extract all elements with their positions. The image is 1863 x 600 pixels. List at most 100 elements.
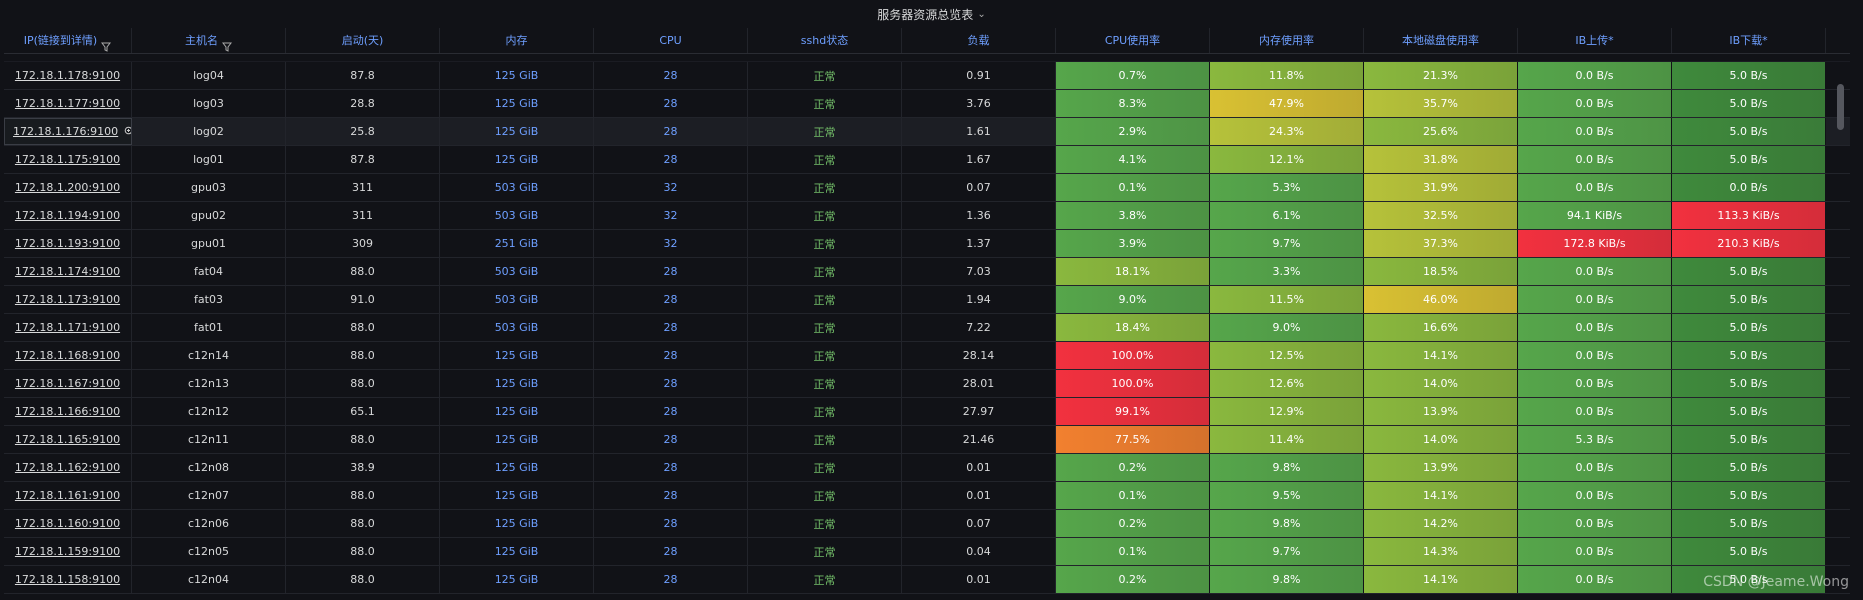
ip-link[interactable]: 172.18.1.193:9100 [14,237,121,250]
column-header-disk-usage[interactable]: 本地磁盘使用率 [1364,28,1518,53]
cell-value: 311 [352,209,373,222]
cell-value: 125 GiB [494,97,539,110]
column-header-memory[interactable]: 内存 [440,28,594,53]
cell-ib-upload: 0.0 B/s [1518,118,1672,145]
cell-disk-usage: 13.9% [1364,454,1518,481]
cell-ib-upload: 0.0 B/s [1518,510,1672,537]
cell-ip[interactable]: 172.18.1.175:9100 [4,146,132,173]
cell-mem-usage: 9.8% [1210,566,1364,593]
column-header-ib-download[interactable]: IB下载* [1672,28,1826,53]
ip-link[interactable]: 172.18.1.161:9100 [14,489,121,502]
table-row: 172.18.1.160:9100 c12n06 88.0 125 GiB 28 正常 0.… [4,510,1850,538]
ip-link[interactable]: 172.18.1.177:9100 [14,97,121,110]
cell-ip[interactable]: 172.18.1.168:9100 [4,342,132,369]
cell-load: 28.14 [902,342,1056,369]
cell-load: 7.22 [902,314,1056,341]
column-header-load[interactable]: 负载 [902,28,1056,53]
ip-link[interactable]: 172.18.1.178:9100 [14,69,121,82]
cell-ib-upload: 0.0 B/s [1518,90,1672,117]
filter-icon[interactable] [101,36,112,52]
vertical-scrollbar[interactable] [1837,84,1844,130]
cell-value: 正常 [813,489,836,503]
column-header-cpu-usage[interactable]: CPU使用率 [1056,28,1210,53]
cell-hostname: c12n04 [132,566,286,593]
column-header-label: IB下载* [1729,34,1768,47]
cell-ip[interactable]: 172.18.1.159:9100 [4,538,132,565]
cell-value: 0.91 [966,69,991,82]
cell-ip[interactable]: 172.18.1.165:9100 [4,426,132,453]
ip-link[interactable]: 172.18.1.168:9100 [14,349,121,362]
cell-ib-upload: 0.0 B/s [1518,62,1672,89]
cell-ip[interactable]: 172.18.1.162:9100 [4,454,132,481]
ip-link[interactable]: 172.18.1.176:9100 [13,125,119,138]
cell-ip[interactable]: 172.18.1.178:9100 [4,62,132,89]
column-header-uptime[interactable]: 启动(天) [286,28,440,53]
column-header-mem-usage[interactable]: 内存使用率 [1210,28,1364,53]
table-row: 172.18.1.159:9100 c12n05 88.0 125 GiB 28 正常 0.… [4,538,1850,566]
zoom-in-icon[interactable] [124,126,131,137]
column-header-hostname[interactable]: 主机名 [132,28,286,53]
ip-link[interactable]: 172.18.1.171:9100 [14,321,121,334]
ip-link[interactable]: 172.18.1.162:9100 [14,461,121,474]
cell-value: 28 [663,265,678,278]
ip-link[interactable]: 172.18.1.166:9100 [14,405,121,418]
cell-ip[interactable]: 172.18.1.167:9100 [4,370,132,397]
column-header-sshd[interactable]: sshd状态 [748,28,902,53]
ip-link[interactable]: 172.18.1.200:9100 [14,181,121,194]
table-row: 172.18.1.200:9100 gpu03 311 503 GiB 32 正常 0.07… [4,174,1850,202]
cell-load: 1.37 [902,230,1056,257]
cell-value: 99.1% [1115,405,1150,418]
ip-link[interactable]: 172.18.1.167:9100 [14,377,121,390]
column-header-ib-upload[interactable]: IB上传* [1518,28,1672,53]
cell-ip[interactable]: 172.18.1.193:9100 [4,230,132,257]
cell-value: 88.0 [350,349,375,362]
cell-value: 503 GiB [494,293,539,306]
column-header-ip[interactable]: IP(链接到详情) [4,28,132,53]
cell-mem-usage: 9.7% [1210,230,1364,257]
cell-value: 5.0 B/s [1729,125,1768,138]
cell-value: 88.0 [350,265,375,278]
chevron-down-icon[interactable]: ⌄ [977,8,986,20]
cell-cpu-usage: 77.5% [1056,426,1210,453]
column-header-label: CPU使用率 [1104,34,1161,47]
cell-value: 311 [352,181,373,194]
panel-title-bar[interactable]: 服务器资源总览表 ⌄ [0,0,1863,28]
cell-value: 5.0 B/s [1729,517,1768,530]
cell-ib-download: 5.0 B/s [1672,398,1826,425]
ip-link[interactable]: 172.18.1.160:9100 [14,517,121,530]
cell-value: 3.9% [1118,237,1147,250]
ip-link[interactable]: 172.18.1.159:9100 [14,545,121,558]
ip-link[interactable]: 172.18.1.165:9100 [14,433,121,446]
column-header-label: 负载 [967,34,990,47]
filter-icon[interactable] [222,36,232,52]
cell-value: 28.01 [962,377,995,390]
ip-link[interactable]: 172.18.1.173:9100 [14,293,121,306]
cell-ip[interactable]: 172.18.1.176:9100 [4,118,132,145]
cell-ip[interactable]: 172.18.1.160:9100 [4,510,132,537]
cell-value: 0.0 B/s [1575,181,1614,194]
cell-ip[interactable]: 172.18.1.173:9100 [4,286,132,313]
cell-ip[interactable]: 172.18.1.166:9100 [4,398,132,425]
cell-value: 21.46 [962,433,995,446]
cell-value: 5.0 B/s [1729,97,1768,110]
cell-ip[interactable]: 172.18.1.158:9100 [4,566,132,593]
cell-ib-upload: 0.0 B/s [1518,342,1672,369]
cell-value: 正常 [813,97,836,111]
cell-ip[interactable]: 172.18.1.174:9100 [4,258,132,285]
ip-link[interactable]: 172.18.1.174:9100 [14,265,121,278]
ip-link[interactable]: 172.18.1.194:9100 [14,209,121,222]
cell-ip[interactable]: 172.18.1.200:9100 [4,174,132,201]
cell-cpu: 28 [594,510,748,537]
cell-ip[interactable]: 172.18.1.194:9100 [4,202,132,229]
cell-value: 28 [663,517,678,530]
cell-cpu: 28 [594,566,748,593]
cell-sshd: 正常 [748,258,902,285]
cell-ip[interactable]: 172.18.1.177:9100 [4,90,132,117]
cell-ip[interactable]: 172.18.1.171:9100 [4,314,132,341]
cell-uptime: 88.0 [286,538,440,565]
cell-disk-usage: 18.5% [1364,258,1518,285]
ip-link[interactable]: 172.18.1.175:9100 [14,153,121,166]
ip-link[interactable]: 172.18.1.158:9100 [14,573,121,586]
column-header-cpu[interactable]: CPU [594,28,748,53]
cell-ip[interactable]: 172.18.1.161:9100 [4,482,132,509]
